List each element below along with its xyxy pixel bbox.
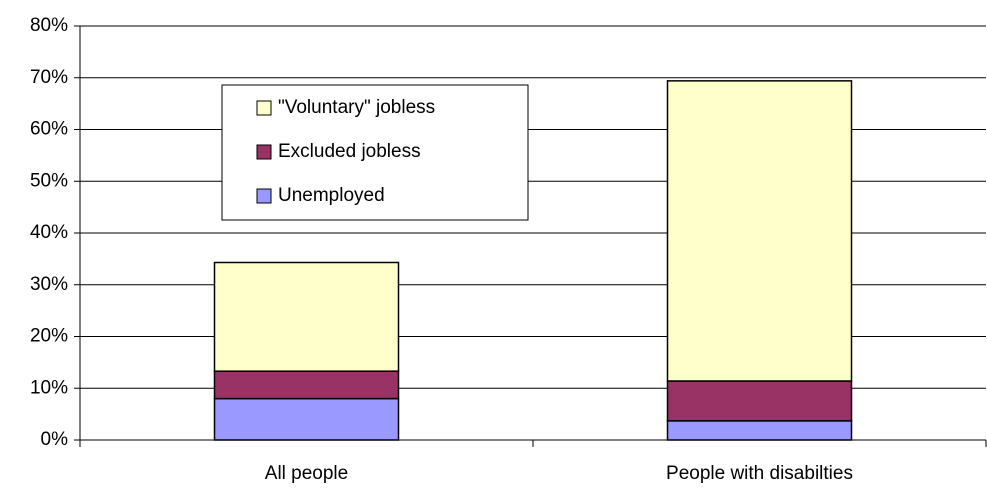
x-tick-label: People with disabilties xyxy=(666,463,853,484)
legend-label: "Voluntary" jobless xyxy=(278,97,435,118)
y-tick-label: 0% xyxy=(41,429,69,450)
legend xyxy=(221,84,529,221)
bar-segment xyxy=(213,261,400,372)
legend-label: Excluded jobless xyxy=(278,141,421,162)
legend-swatch xyxy=(256,188,272,204)
y-tick-label: 80% xyxy=(30,15,68,36)
x-tick-label: All people xyxy=(265,463,348,484)
legend-label: Unemployed xyxy=(278,185,385,206)
bar-segment xyxy=(666,380,853,422)
y-tick-label: 30% xyxy=(30,274,68,295)
legend-swatch xyxy=(256,144,272,160)
bar-segment xyxy=(666,420,853,441)
bar-segment xyxy=(213,397,400,441)
legend-swatch xyxy=(256,100,272,116)
y-tick-label: 40% xyxy=(30,222,68,243)
bar-segment xyxy=(213,370,400,400)
y-tick-label: 60% xyxy=(30,119,68,140)
y-tick-label: 20% xyxy=(30,326,68,347)
y-tick-label: 10% xyxy=(30,377,68,398)
y-tick-label: 70% xyxy=(30,67,68,88)
bar-segment xyxy=(666,80,853,382)
y-tick-label: 50% xyxy=(30,170,68,191)
